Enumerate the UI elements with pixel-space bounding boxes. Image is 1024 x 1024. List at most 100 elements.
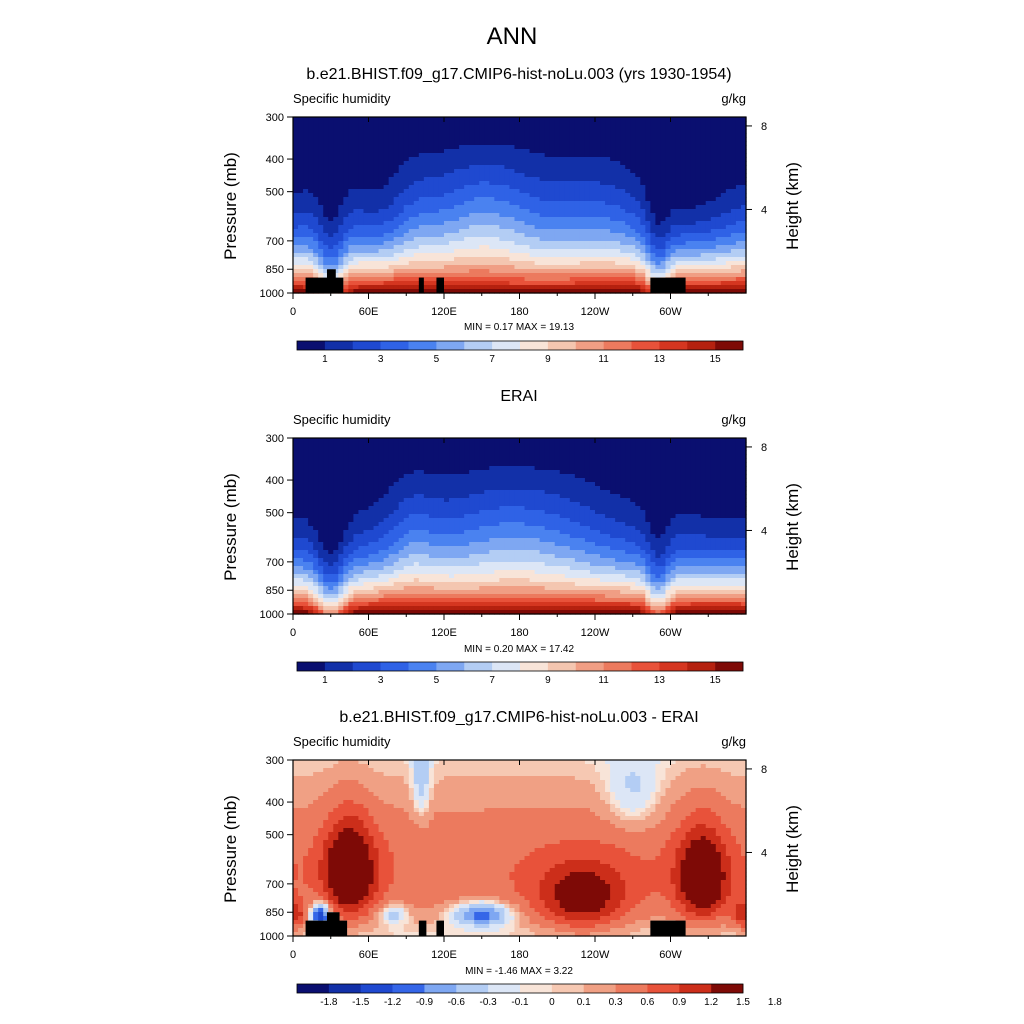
heatmap-cell xyxy=(363,225,370,230)
heatmap-cell xyxy=(700,438,707,443)
heatmap-cell xyxy=(484,157,490,162)
heatmap-cell xyxy=(418,225,425,230)
heatmap-cell xyxy=(670,129,677,134)
heatmap-cell xyxy=(534,450,541,455)
heatmap-cell xyxy=(474,241,480,246)
heatmap-cell xyxy=(725,185,732,190)
heatmap-cell xyxy=(438,121,445,126)
heatmap-cell xyxy=(640,241,646,246)
heatmap-cell xyxy=(700,233,707,238)
heatmap-cell xyxy=(725,466,732,471)
heatmap-cell xyxy=(685,249,692,254)
heatmap-cell xyxy=(464,458,470,463)
heatmap-cell xyxy=(308,249,314,254)
heatmap-cell xyxy=(630,121,636,126)
heatmap-cell xyxy=(333,446,339,451)
heatmap-cell xyxy=(494,478,500,483)
heatmap-cell xyxy=(398,285,405,290)
heatmap-cell xyxy=(293,249,299,254)
heatmap-cell xyxy=(449,249,455,254)
heatmap-cell xyxy=(539,185,546,190)
heatmap-cell xyxy=(605,261,611,266)
heatmap-cell xyxy=(600,281,606,286)
heatmap-cell xyxy=(589,273,596,278)
heatmap-cell xyxy=(298,273,304,278)
heatmap-cell xyxy=(343,466,349,471)
heatmap-cell xyxy=(605,153,611,158)
heatmap-cell xyxy=(459,137,465,142)
heatmap-cell xyxy=(610,177,616,182)
heatmap-cell xyxy=(428,145,435,150)
heatmap-cell xyxy=(454,442,460,447)
heatmap-cell xyxy=(509,217,516,222)
heatmap-cell xyxy=(459,253,465,258)
heatmap-cell xyxy=(524,197,531,202)
heatmap-cell xyxy=(318,117,324,122)
heatmap-cell xyxy=(408,217,415,222)
heatmap-cell xyxy=(620,221,626,226)
heatmap-cell xyxy=(378,273,385,278)
heatmap-cell xyxy=(509,205,516,210)
heatmap-cell xyxy=(695,261,702,266)
heatmap-cell xyxy=(569,165,576,170)
heatmap-cell xyxy=(579,253,586,258)
heatmap-cell xyxy=(680,241,687,246)
heatmap-cell xyxy=(418,462,425,467)
heatmap-cell xyxy=(670,165,677,170)
heatmap-cell xyxy=(383,209,390,214)
heatmap-cell xyxy=(665,462,672,467)
heatmap-cell xyxy=(464,442,470,447)
heatmap-cell xyxy=(660,197,667,202)
heatmap-cell xyxy=(539,177,546,182)
heatmap-cell xyxy=(534,161,541,166)
heatmap-cell xyxy=(730,161,737,166)
heatmap-cell xyxy=(605,209,611,214)
heatmap-cell xyxy=(600,169,606,174)
heatmap-cell xyxy=(494,117,500,122)
heatmap-cell xyxy=(695,141,702,146)
heatmap-cell xyxy=(690,149,697,154)
heatmap-cell xyxy=(293,189,299,194)
heatmap-cell xyxy=(474,446,480,451)
heatmap-cell xyxy=(554,121,561,126)
colorbar-swatch xyxy=(408,341,437,350)
heatmap-cell xyxy=(589,129,596,134)
heatmap-cell xyxy=(539,277,546,282)
heatmap-cell xyxy=(635,141,641,146)
heatmap-cell xyxy=(569,185,576,190)
heatmap-cell xyxy=(499,233,505,238)
heatmap-cell xyxy=(348,189,354,194)
heatmap-cell xyxy=(595,466,601,471)
heatmap-cell xyxy=(433,133,440,138)
heatmap-cell xyxy=(388,197,395,202)
heatmap-cell xyxy=(640,181,646,186)
heatmap-cell xyxy=(529,209,536,214)
heatmap-cell xyxy=(444,438,450,443)
heatmap-cell xyxy=(428,133,435,138)
heatmap-cell xyxy=(308,462,314,467)
heatmap-cell xyxy=(655,185,662,190)
heatmap-cell xyxy=(615,245,621,250)
heatmap-cell xyxy=(620,149,626,154)
heatmap-cell xyxy=(539,129,546,134)
heatmap-cell xyxy=(625,257,631,262)
heatmap-cell xyxy=(403,229,410,234)
heatmap-cell xyxy=(640,169,646,174)
heatmap-cell xyxy=(720,281,727,286)
heatmap-cell xyxy=(494,205,500,210)
heatmap-cell xyxy=(524,241,531,246)
heatmap-cell xyxy=(293,245,299,250)
heatmap-cell xyxy=(665,273,672,278)
heatmap-cell xyxy=(650,221,656,226)
heatmap-cell xyxy=(529,257,536,262)
heatmap-cell xyxy=(298,277,304,282)
heatmap-cell xyxy=(444,193,450,198)
heatmap-cell xyxy=(489,225,495,230)
heatmap-cell xyxy=(393,213,400,218)
heatmap-cell xyxy=(549,157,556,162)
heatmap-cell xyxy=(645,245,651,250)
heatmap-cell xyxy=(544,229,551,234)
heatmap-cell xyxy=(615,169,621,174)
heatmap-cell xyxy=(464,161,470,166)
heatmap-cell xyxy=(433,450,440,455)
